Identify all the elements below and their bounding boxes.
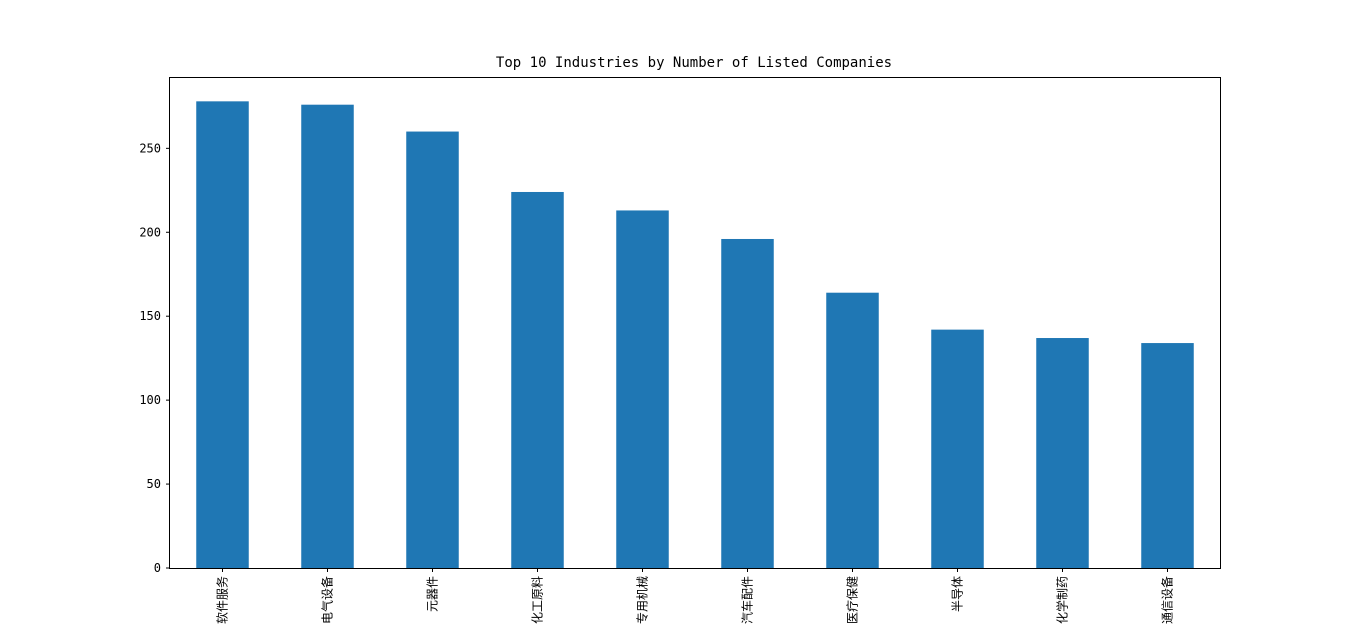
bar-7 bbox=[931, 329, 984, 568]
bar-1 bbox=[301, 104, 354, 569]
y-tick-label: 200 bbox=[139, 225, 161, 239]
y-tick-label: 0 bbox=[154, 561, 161, 575]
x-tick-label: 半导体 bbox=[951, 576, 965, 612]
bar-0 bbox=[196, 101, 249, 568]
x-tick-label: 化学制药 bbox=[1055, 576, 1070, 624]
x-tick-label: 通信设备 bbox=[1161, 576, 1175, 624]
x-tick-label: 电气设备 bbox=[320, 576, 335, 624]
y-tick-label: 50 bbox=[147, 477, 161, 491]
bar-8 bbox=[1036, 338, 1089, 568]
chart-title: Top 10 Industries by Number of Listed Co… bbox=[496, 55, 892, 71]
x-axis: 软件服务 电气设备 元器件 化工原料 专用机械 汽车配件 医疗保健 半导体 化学制药 通信设备 bbox=[215, 568, 1175, 624]
x-tick-label: 专用机械 bbox=[635, 576, 650, 624]
bar-4 bbox=[616, 210, 669, 568]
bar-6 bbox=[826, 292, 879, 568]
x-tick-label: 元器件 bbox=[426, 576, 440, 612]
x-tick-label: 化工原料 bbox=[531, 576, 545, 624]
x-tick-label: 软件服务 bbox=[215, 576, 230, 624]
x-tick-label: 医疗保健 bbox=[846, 576, 860, 624]
y-axis: 0 50 100 150 200 250 bbox=[139, 141, 170, 575]
bar-9 bbox=[1141, 343, 1194, 568]
bar-2 bbox=[406, 131, 459, 568]
y-tick-label: 100 bbox=[139, 393, 161, 407]
y-tick-label: 150 bbox=[139, 309, 161, 323]
plot-frame bbox=[169, 77, 1221, 569]
bar-5 bbox=[721, 238, 774, 568]
bar-3 bbox=[511, 191, 564, 568]
bars-layer bbox=[196, 101, 1194, 569]
x-tick-label: 汽车配件 bbox=[740, 576, 755, 624]
y-tick-label: 250 bbox=[139, 141, 161, 155]
